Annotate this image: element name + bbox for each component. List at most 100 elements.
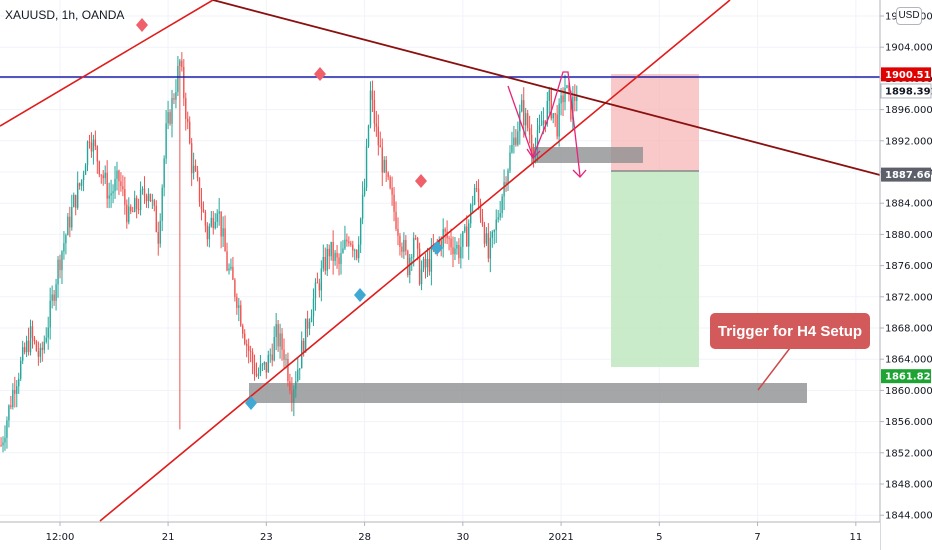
candle-body [468, 223, 470, 247]
candle-body [255, 374, 258, 376]
candle-body [82, 174, 85, 181]
candle-body [297, 369, 299, 382]
take-profit-zone [611, 171, 699, 367]
candle-body [222, 228, 224, 237]
candle-body [75, 194, 77, 208]
candle-body [357, 244, 360, 259]
candle-body [491, 231, 493, 238]
x-axis[interactable]: 12:00 21 23 28 30 2021 5 7 11 [0, 521, 880, 550]
candle-body [521, 100, 523, 112]
candle-body [251, 351, 254, 364]
upper-channel-line[interactable] [0, 0, 214, 127]
candle-body [422, 259, 425, 270]
candle-body [55, 284, 57, 301]
candle-body [73, 194, 75, 207]
descending-resistance-line[interactable] [212, 0, 881, 176]
candle-body [548, 90, 550, 101]
candle-body [137, 209, 140, 210]
candle-body [409, 257, 411, 275]
low-marker [431, 241, 443, 255]
currency-button[interactable]: USD [896, 7, 922, 25]
candle-body [159, 220, 161, 244]
candle-body [318, 283, 321, 291]
candle-body [71, 206, 73, 228]
low-marker [354, 288, 366, 302]
candle-body [230, 266, 232, 269]
candle-body [328, 248, 330, 257]
candle-body [373, 99, 376, 124]
candle-body [102, 175, 104, 179]
pivot-markers [136, 18, 443, 410]
candle-body [244, 333, 246, 344]
candle-body [438, 240, 440, 245]
candle-body [110, 193, 112, 196]
candle-body [493, 230, 495, 232]
candle-body [132, 211, 134, 213]
x-tick-label: 21 [162, 532, 175, 543]
candle-body [57, 259, 59, 285]
candle-body [560, 95, 562, 104]
y-tick-label: 1872.000 [885, 292, 932, 303]
y-tick-label: 1892.000 [885, 136, 932, 147]
candle-body [572, 96, 574, 120]
high-marker [314, 67, 326, 81]
candle-body [245, 343, 248, 346]
candle-body [12, 390, 14, 408]
candle-body [283, 349, 285, 360]
x-tick-label: 28 [358, 532, 371, 543]
candle-body [405, 239, 407, 252]
trigger-callout: Trigger for H4 Setup [710, 313, 870, 391]
candle-body [10, 405, 12, 408]
candle-body [261, 364, 264, 366]
price-label-text: 1861.823 [885, 372, 932, 383]
candle-body [525, 113, 527, 126]
candle-body [80, 180, 83, 186]
candle-body [257, 373, 260, 376]
candle-body [49, 300, 51, 328]
candle-body [477, 188, 480, 203]
candle-body [401, 246, 403, 252]
candle-body [413, 237, 415, 258]
candle-body [204, 212, 207, 226]
candle-body [218, 211, 220, 214]
x-tick-label: 7 [754, 532, 760, 543]
candle-body [53, 294, 55, 301]
candle-body [377, 126, 380, 146]
candle-body [479, 202, 482, 218]
candle-body [25, 340, 28, 353]
candle-body [169, 112, 171, 124]
y-tick-label: 1860.000 [885, 386, 932, 397]
candle-body [574, 96, 576, 101]
candle-body [497, 217, 499, 220]
candle-body [326, 248, 328, 271]
candle-body [236, 296, 238, 308]
candle-body [206, 225, 209, 240]
candle-body [342, 248, 344, 254]
candle-body [536, 129, 539, 150]
candle-body [418, 248, 421, 285]
candle-body [471, 204, 474, 206]
grid [0, 0, 880, 522]
candle-body [483, 224, 486, 244]
high-marker [136, 18, 148, 32]
candle-body [299, 368, 301, 370]
candle-body [511, 145, 513, 153]
candle-body [145, 195, 148, 202]
rising-support-line[interactable] [99, 0, 731, 522]
y-axis[interactable]: 1844.000 1848.000 1852.000 1856.000 1860.000… [879, 0, 932, 550]
candle-body [43, 341, 45, 350]
candle-body [393, 194, 395, 212]
candle-body [192, 165, 195, 174]
candle-body [185, 98, 187, 119]
candle-body [183, 66, 185, 99]
candle-body [316, 282, 319, 284]
candle-body [108, 195, 110, 199]
price-label-bg [880, 83, 932, 99]
projection-polyline [507, 71, 581, 177]
candle-body [485, 233, 488, 244]
candle-body [263, 362, 266, 365]
candle-body [177, 65, 179, 93]
candle-body [126, 204, 128, 223]
candle-body [513, 137, 515, 146]
